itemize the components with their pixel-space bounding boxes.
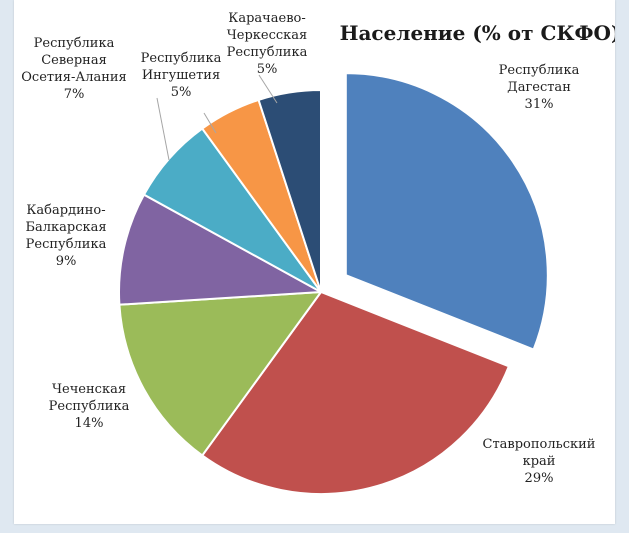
slice-label: Республика Северная Осетия-Алания 7% — [21, 36, 126, 102]
slice-label: Республика Ингушетия 5% — [141, 51, 222, 100]
slice-label: Чеченская Республика 14% — [49, 382, 130, 431]
slice-labels: Республика Дагестан 31% Ставропольский край 2… — [21, 11, 595, 486]
slice-label: Карачаево-Черкесская Республика 5% — [227, 11, 308, 77]
pie-chart: Население (% от СКФО) Республика Дагестан… — [21, 11, 615, 495]
leader-line — [203, 112, 217, 134]
pie-slice — [118, 193, 325, 306]
leader-lines — [156, 74, 278, 161]
slice-label: Ставропольский край 29% — [483, 437, 596, 486]
leader-line — [156, 97, 170, 161]
pie-slice — [200, 290, 511, 495]
chart-title: Население (% от СКФО) — [340, 21, 615, 45]
pie-slice — [118, 290, 324, 457]
pie-slices — [118, 72, 549, 495]
pie-slice — [257, 88, 322, 293]
slice-label: Кабардино-Балкарская Республика 9% — [25, 203, 106, 269]
chart-frame: Население (% от СКФО) Республика Дагестан… — [14, 0, 615, 524]
slice-label: Республика Дагестан 31% — [499, 63, 580, 112]
leader-line — [258, 74, 278, 104]
pie-slice — [344, 72, 549, 351]
